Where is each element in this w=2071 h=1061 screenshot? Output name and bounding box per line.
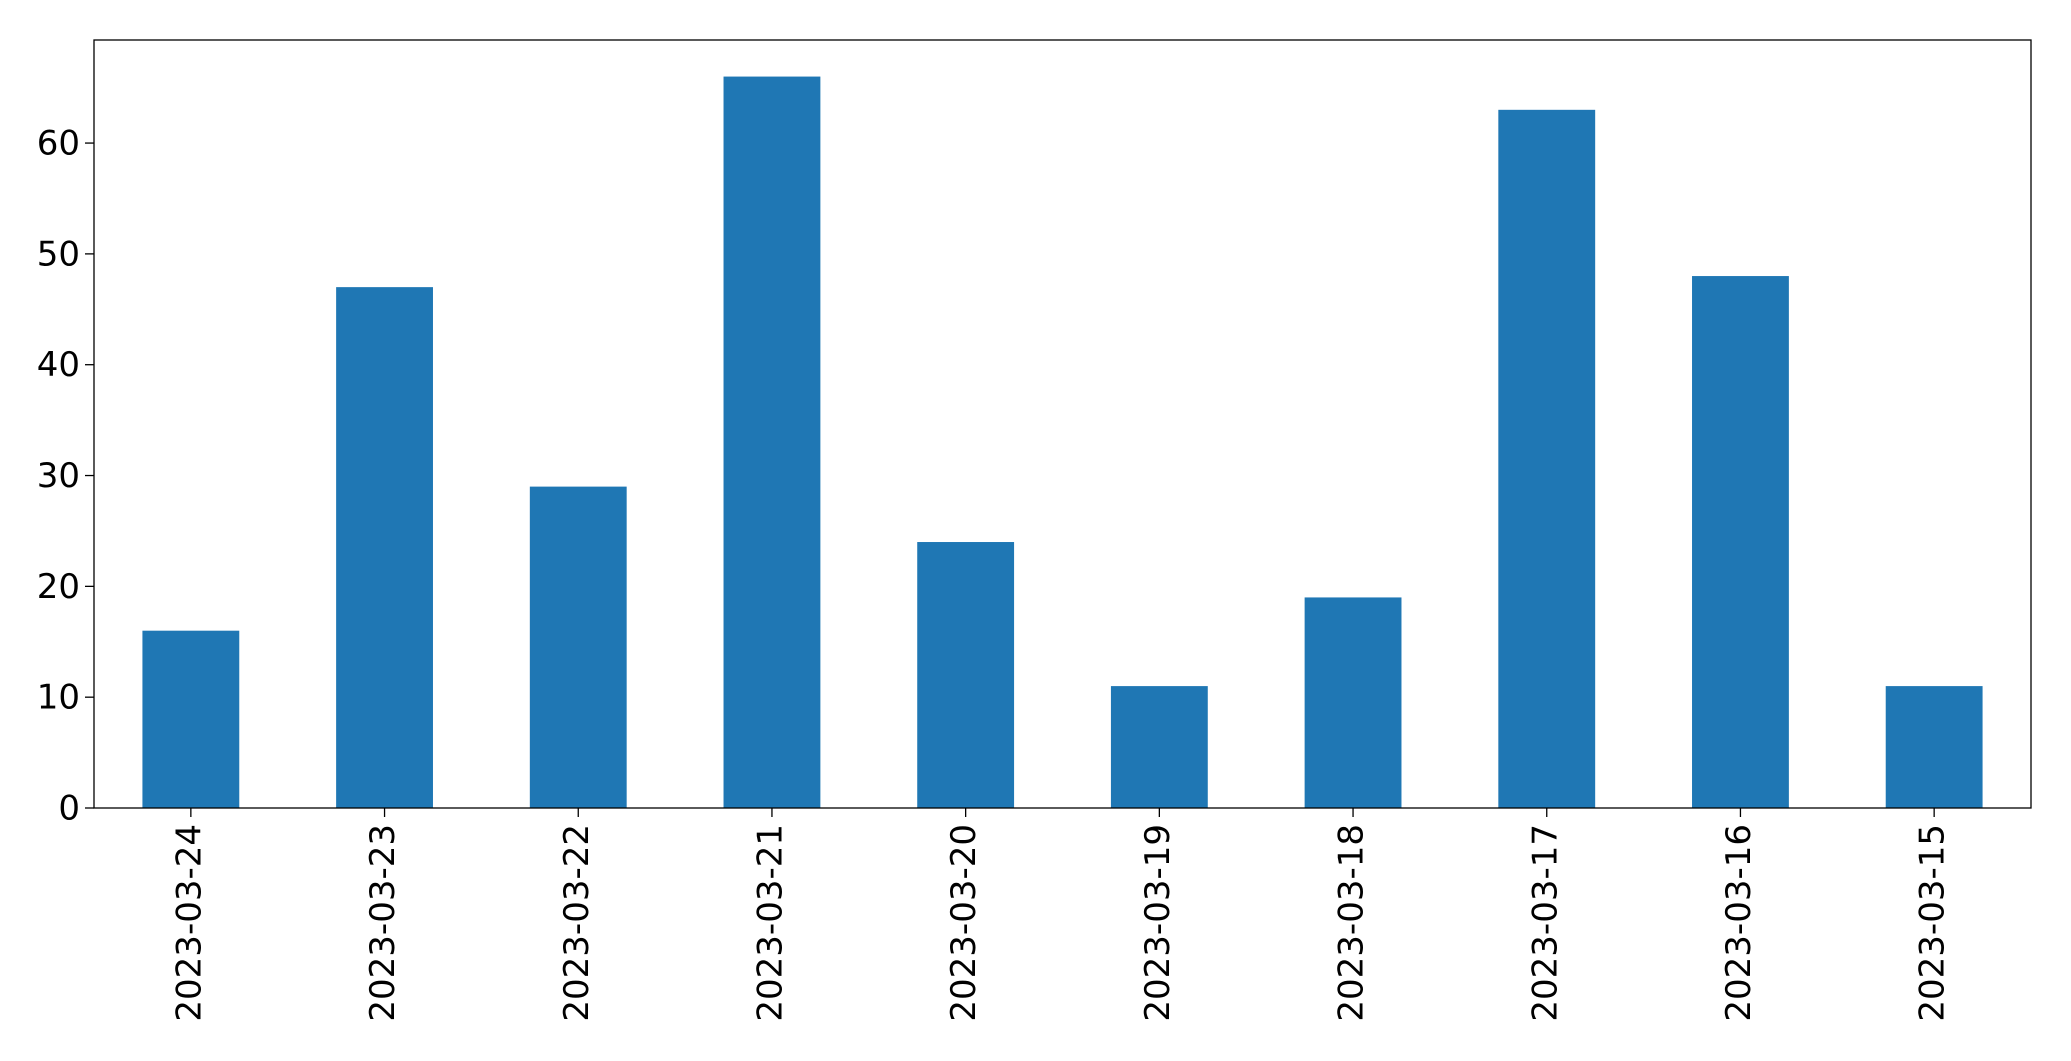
bar xyxy=(142,630,240,808)
x-tick-label: 2023-03-20 xyxy=(944,824,984,1022)
x-tick-label: 2023-03-24 xyxy=(169,824,209,1022)
bar xyxy=(1498,109,1596,809)
y-tick-label: 50 xyxy=(37,234,80,274)
y-tick-label: 40 xyxy=(37,345,80,385)
x-tick-label: 2023-03-15 xyxy=(1913,824,1953,1022)
x-tick-label: 2023-03-19 xyxy=(1138,824,1178,1022)
y-tick-label: 60 xyxy=(37,124,80,164)
x-tick-label: 2023-03-21 xyxy=(750,824,790,1022)
axes-frame xyxy=(93,39,2032,809)
bar xyxy=(1304,597,1402,808)
bar xyxy=(917,542,1015,808)
x-tick-label: 2023-03-18 xyxy=(1332,824,1372,1022)
plot-area xyxy=(142,76,1983,809)
y-tick-label: 0 xyxy=(58,789,80,829)
bar xyxy=(1110,686,1208,808)
y-tick-label: 30 xyxy=(37,456,80,496)
bar xyxy=(529,486,627,808)
bar xyxy=(723,76,821,809)
bar xyxy=(1692,276,1789,808)
x-tick-label: 2023-03-17 xyxy=(1525,824,1565,1022)
bar xyxy=(1885,686,1983,808)
bar xyxy=(336,287,433,809)
y-tick-label: 20 xyxy=(37,567,80,607)
x-tick-label: 2023-03-22 xyxy=(557,824,597,1022)
x-tick-label: 2023-03-23 xyxy=(363,824,403,1022)
x-tick-label: 2023-03-16 xyxy=(1719,824,1759,1022)
y-tick-label: 10 xyxy=(37,678,80,718)
